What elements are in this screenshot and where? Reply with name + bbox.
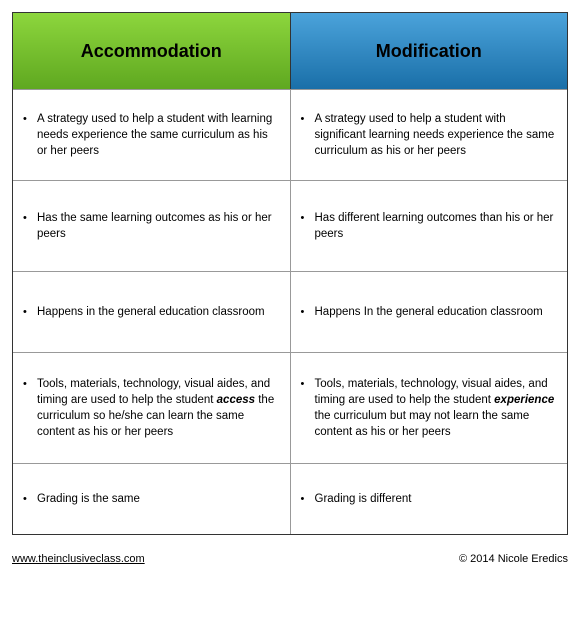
bullet-icon: •: [301, 491, 315, 507]
accommodation-cell: • Tools, materials, technology, visual a…: [13, 353, 291, 463]
table-row: • Tools, materials, technology, visual a…: [13, 352, 567, 463]
bullet-icon: •: [301, 210, 315, 226]
cell-text: Happens in the general education classro…: [37, 304, 280, 320]
cell-text: A strategy used to help a student with l…: [37, 111, 280, 159]
cell-text: Tools, materials, technology, visual aid…: [37, 376, 280, 440]
bullet-icon: •: [301, 304, 315, 320]
header-modification: Modification: [291, 13, 568, 89]
table-row: • A strategy used to help a student with…: [13, 89, 567, 180]
bullet-icon: •: [23, 111, 37, 127]
bullet-icon: •: [23, 210, 37, 226]
table-row: • Happens in the general education class…: [13, 271, 567, 352]
cell-text: Grading is the same: [37, 491, 280, 507]
cell-text: Happens In the general education classro…: [315, 304, 558, 320]
footer-link[interactable]: www.theinclusiveclass.com: [12, 553, 145, 565]
accommodation-cell: • A strategy used to help a student with…: [13, 90, 291, 180]
accommodation-cell: • Grading is the same: [13, 464, 291, 534]
bullet-icon: •: [301, 376, 315, 392]
accommodation-cell: • Has the same learning outcomes as his …: [13, 181, 291, 271]
modification-cell: • Tools, materials, technology, visual a…: [291, 353, 568, 463]
bullet-icon: •: [301, 111, 315, 127]
cell-text: Has the same learning outcomes as his or…: [37, 210, 280, 242]
cell-text: A strategy used to help a student with s…: [315, 111, 558, 159]
footer: www.theinclusiveclass.com © 2014 Nicole …: [12, 553, 568, 565]
header-row: Accommodation Modification: [13, 13, 567, 89]
modification-cell: • Has different learning outcomes than h…: [291, 181, 568, 271]
cell-text: Grading is different: [315, 491, 558, 507]
cell-text: Tools, materials, technology, visual aid…: [315, 376, 558, 440]
accommodation-cell: • Happens in the general education class…: [13, 272, 291, 352]
table-row: • Grading is the same • Grading is diffe…: [13, 463, 567, 534]
modification-cell: • A strategy used to help a student with…: [291, 90, 568, 180]
table-row: • Has the same learning outcomes as his …: [13, 180, 567, 271]
modification-cell: • Happens In the general education class…: [291, 272, 568, 352]
bullet-icon: •: [23, 491, 37, 507]
modification-cell: • Grading is different: [291, 464, 568, 534]
bullet-icon: •: [23, 376, 37, 392]
bullet-icon: •: [23, 304, 37, 320]
comparison-table: Accommodation Modification • A strategy …: [12, 12, 568, 535]
cell-text: Has different learning outcomes than his…: [315, 210, 558, 242]
footer-copyright: © 2014 Nicole Eredics: [459, 553, 568, 565]
header-accommodation: Accommodation: [13, 13, 291, 89]
